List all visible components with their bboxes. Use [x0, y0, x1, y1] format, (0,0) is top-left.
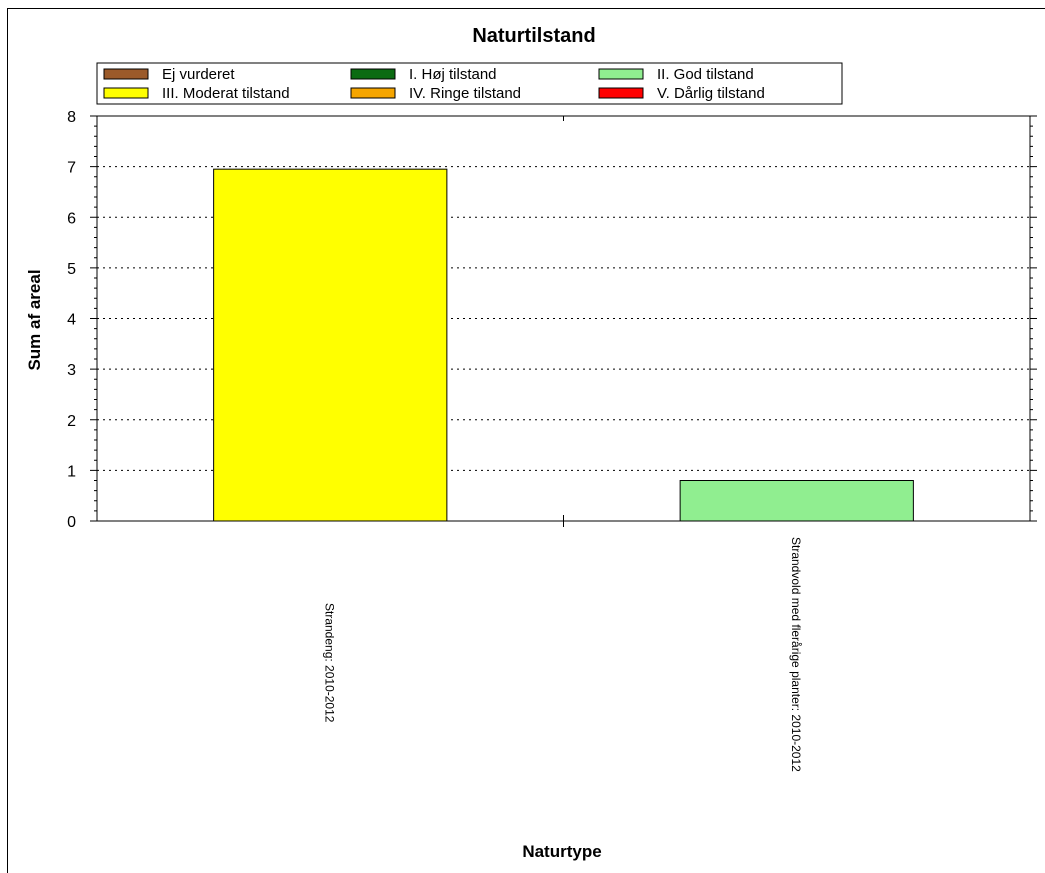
legend-swatch — [598, 68, 644, 80]
bar — [679, 480, 914, 522]
legend-swatch — [598, 87, 644, 99]
legend-label: II. God tilstand — [657, 66, 754, 83]
legend-label: III. Moderat tilstand — [162, 85, 290, 102]
x-category-labels: Strandeng: 2010-2012 Strandvold med flerå… — [322, 537, 803, 772]
y-tick-labels: 0 1 2 3 4 5 6 7 8 — [67, 109, 76, 531]
y-tick-label: 1 — [67, 463, 76, 480]
legend-label: V. Dårlig tilstand — [657, 85, 765, 102]
legend-box — [96, 62, 843, 105]
y-tick-label: 3 — [67, 362, 76, 379]
legend-label: Ej vurderet — [162, 66, 235, 83]
y-axis-title: Sum af areal — [25, 269, 44, 370]
y-tick-label: 8 — [67, 109, 76, 126]
y-tick-label: 5 — [67, 261, 76, 278]
legend: Ej vurderet I. Høj tilstand II. God tilsta… — [96, 62, 843, 105]
axes — [90, 115, 1037, 527]
chart-frame — [7, 8, 1045, 873]
legend-swatch — [350, 68, 396, 80]
legend-swatch — [103, 87, 149, 99]
bar — [213, 168, 448, 522]
y-tick-label: 0 — [67, 514, 76, 531]
y-tick-label: 4 — [67, 312, 76, 329]
legend-label: IV. Ringe tilstand — [409, 85, 521, 102]
bars — [213, 168, 914, 522]
x-category-label: Strandeng: 2010-2012 — [322, 603, 336, 723]
chart-title: Naturtilstand — [472, 25, 595, 47]
x-category-label: Strandvold med flerårige planter: 2010-2… — [789, 537, 803, 772]
y-tick-label: 7 — [67, 160, 76, 177]
legend-swatch — [350, 87, 396, 99]
y-tick-label: 2 — [67, 413, 76, 430]
legend-label: I. Høj tilstand — [409, 66, 497, 83]
legend-swatch — [103, 68, 149, 80]
y-tick-label: 6 — [67, 210, 76, 227]
x-axis-title: Naturtype — [522, 842, 601, 861]
